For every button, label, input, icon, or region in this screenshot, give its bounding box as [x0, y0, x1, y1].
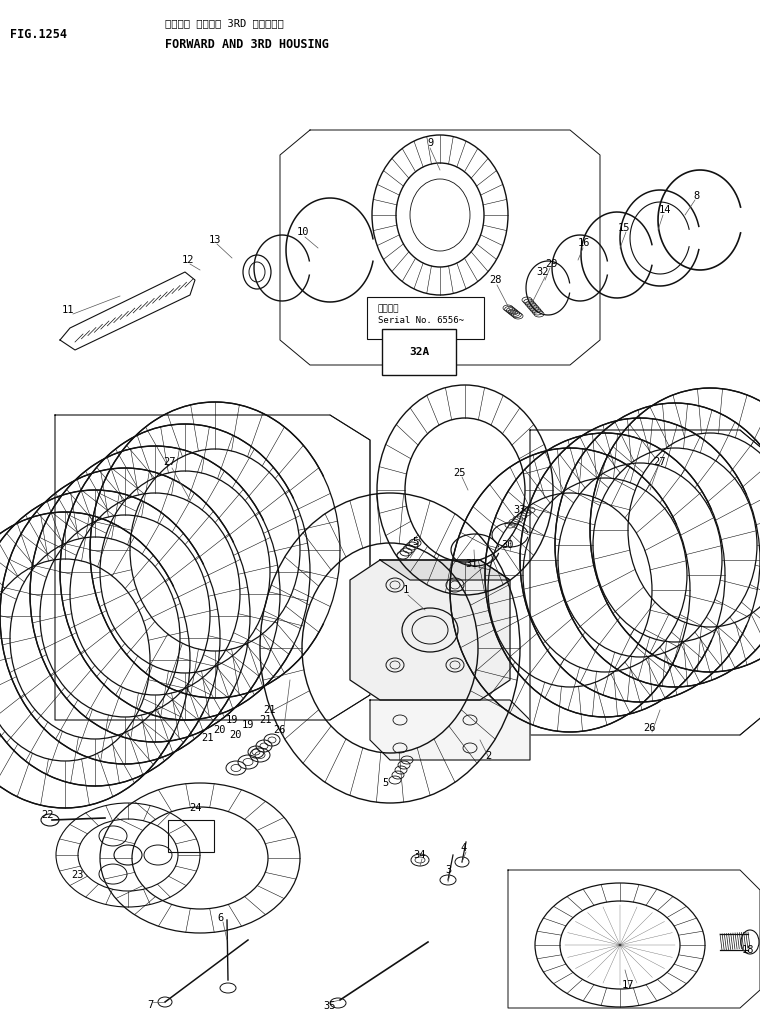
- Text: 22: 22: [42, 810, 54, 820]
- Text: FORWARD AND 3RD HOUSING: FORWARD AND 3RD HOUSING: [165, 38, 329, 51]
- Text: 5: 5: [382, 778, 388, 788]
- Text: 5: 5: [412, 537, 418, 547]
- Text: 31: 31: [466, 559, 478, 569]
- Text: 33: 33: [514, 505, 526, 515]
- Text: 9: 9: [427, 138, 433, 148]
- Text: 19: 19: [226, 715, 238, 725]
- Text: 28: 28: [489, 275, 502, 285]
- Text: 12: 12: [182, 255, 195, 265]
- Text: センシン オヨビー 3RD ハウジング: センシン オヨビー 3RD ハウジング: [165, 18, 283, 28]
- Text: 6: 6: [217, 913, 223, 923]
- Text: 20: 20: [214, 725, 226, 735]
- Text: 23: 23: [71, 870, 84, 880]
- Text: 19: 19: [242, 720, 255, 730]
- Text: 26: 26: [644, 723, 656, 733]
- Text: 8: 8: [694, 191, 700, 201]
- Text: 27: 27: [654, 457, 667, 467]
- Text: 32A: 32A: [409, 347, 429, 357]
- Polygon shape: [60, 272, 195, 350]
- Text: 21: 21: [201, 733, 214, 743]
- Text: 35: 35: [324, 1001, 336, 1011]
- Text: 27: 27: [163, 457, 176, 467]
- Text: 29: 29: [546, 259, 559, 269]
- Text: 適用号機: 適用号機: [378, 304, 400, 313]
- Text: Serial No. 6556~: Serial No. 6556~: [378, 316, 464, 325]
- Text: 1: 1: [403, 585, 409, 595]
- Polygon shape: [380, 560, 510, 580]
- Polygon shape: [370, 700, 530, 760]
- Text: 4: 4: [461, 843, 467, 853]
- Text: 21: 21: [258, 715, 271, 725]
- Text: 17: 17: [622, 980, 635, 990]
- Text: 16: 16: [578, 238, 591, 248]
- Text: 32: 32: [537, 267, 549, 277]
- Text: 24: 24: [188, 803, 201, 813]
- Text: 3: 3: [445, 865, 451, 875]
- Text: 13: 13: [209, 235, 221, 245]
- Text: 10: 10: [296, 227, 309, 237]
- Polygon shape: [350, 560, 510, 700]
- FancyBboxPatch shape: [367, 297, 484, 339]
- Text: 7: 7: [147, 1000, 153, 1010]
- Text: 11: 11: [62, 305, 74, 315]
- Text: 25: 25: [454, 468, 466, 478]
- Text: 26: 26: [274, 725, 287, 735]
- Text: 30: 30: [502, 540, 515, 550]
- Text: FIG.1254: FIG.1254: [10, 28, 67, 41]
- Bar: [168, 820, 214, 852]
- FancyBboxPatch shape: [382, 329, 456, 375]
- Text: 21: 21: [264, 705, 276, 715]
- Text: 34: 34: [413, 850, 426, 860]
- Text: 20: 20: [229, 730, 241, 741]
- Text: 18: 18: [742, 945, 754, 955]
- Text: 2: 2: [485, 751, 491, 761]
- Text: 14: 14: [659, 205, 671, 215]
- Text: 15: 15: [618, 223, 630, 233]
